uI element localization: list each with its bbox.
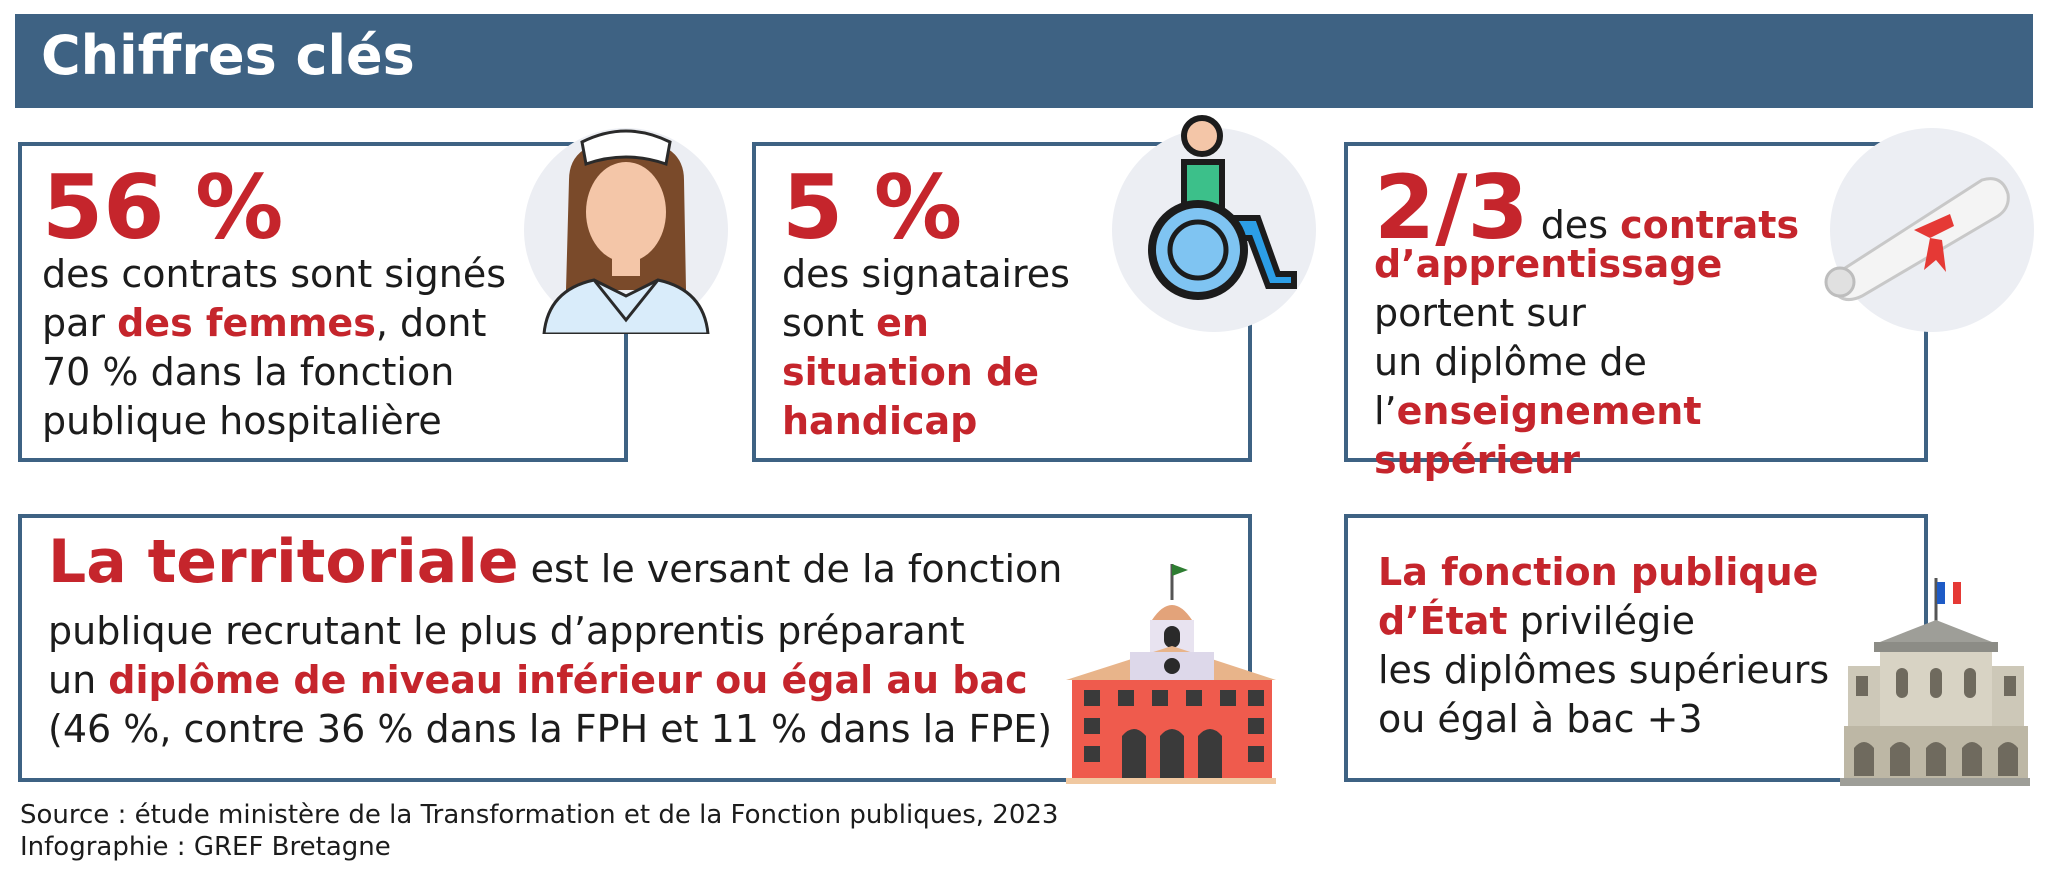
stat-description: d’apprentissage portent sur un diplôme d… xyxy=(1374,242,1723,482)
infographic-credit: Infographie : GREF Bretagne xyxy=(20,832,391,862)
diploma-icon xyxy=(1812,160,2022,310)
page-title: Chiffres clés xyxy=(41,24,415,87)
fpe-text: La fonction publique d’État privilégie l… xyxy=(1378,550,1830,741)
stat-description: des contrats sont signés par des femmes,… xyxy=(42,252,507,443)
card-fpe: La fonction publique d’État privilégie l… xyxy=(1344,514,1928,782)
stat-headline: 2/3 des contrats xyxy=(1374,156,1800,259)
stat-value: 5 % xyxy=(782,156,963,259)
header-banner: Chiffres clés xyxy=(15,14,2033,108)
stat-value: 56 % xyxy=(42,156,284,259)
card-territoriale: La territoriale est le versant de la fon… xyxy=(18,514,1252,782)
territoriale-text: La territoriale est le versant de la fon… xyxy=(48,527,1063,751)
wheelchair-icon xyxy=(1118,114,1308,304)
card-women-stat: 56 % des contrats sont signés par des fe… xyxy=(18,142,628,462)
stat-description: des signataires sont en situation de han… xyxy=(782,252,1070,443)
town-hall-icon xyxy=(1062,560,1280,784)
nurse-icon xyxy=(524,120,728,334)
card-apprenticeship-stat: 2/3 des contrats d’apprentissage portent… xyxy=(1344,142,1928,482)
government-building-icon xyxy=(1840,576,2030,786)
source-note: Source : étude ministère de la Transform… xyxy=(20,800,1059,830)
